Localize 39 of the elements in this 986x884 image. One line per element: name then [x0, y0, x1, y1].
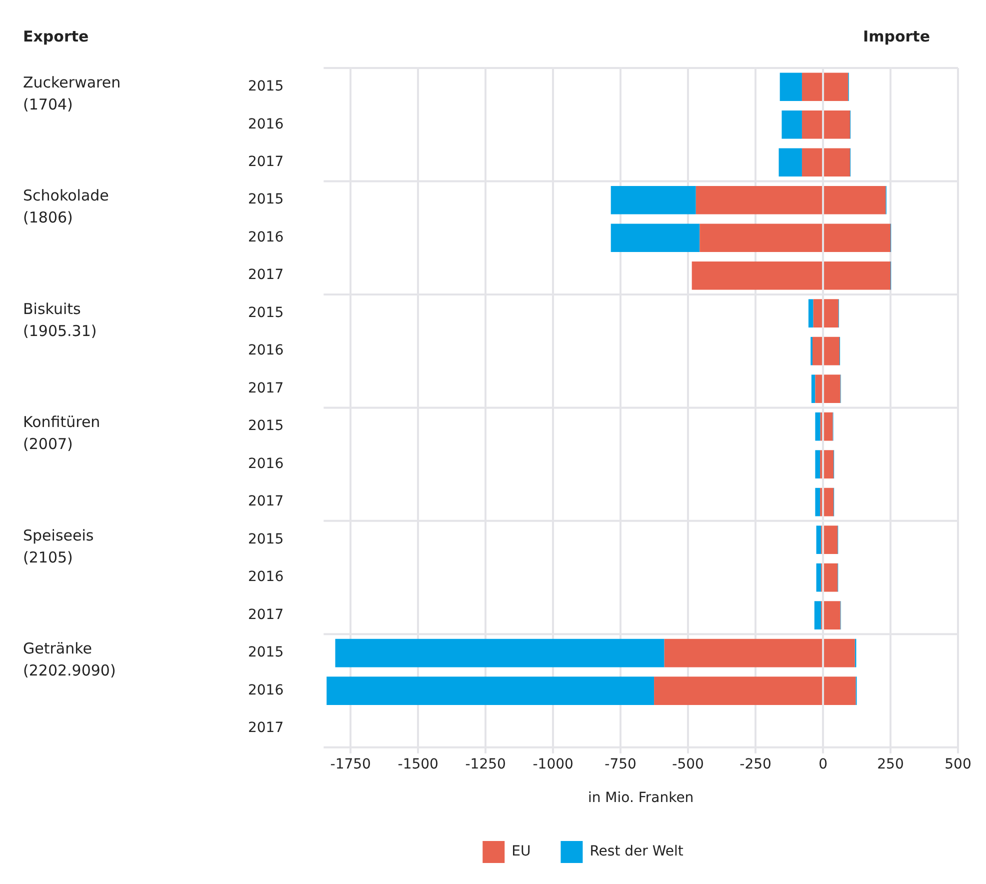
- y-tick-label: 2017: [248, 380, 284, 396]
- x-tick-label: 500: [944, 756, 972, 772]
- y-tick-label: 2015: [248, 304, 284, 321]
- y-tick-label: 2015: [248, 418, 284, 434]
- x-tick-label: 250: [877, 756, 904, 772]
- y-tick-label: 2017: [248, 720, 284, 736]
- legend-label: EU: [512, 844, 531, 860]
- x-tick-label: -1250: [465, 756, 506, 772]
- y-tick-label: 2015: [248, 78, 284, 95]
- text: Exporte: [23, 27, 89, 46]
- text: Speiseeis (2105): [23, 526, 94, 566]
- text: Zuckerwaren (1704): [23, 73, 121, 114]
- x-tick-label: -500: [672, 756, 704, 772]
- y-tick-label: 2015: [248, 644, 284, 661]
- y-tick-label: 2017: [248, 606, 284, 623]
- y-tick-label: 2017: [248, 494, 284, 510]
- x-tick-label: -250: [740, 756, 772, 772]
- y-tick-label: 2015: [248, 531, 284, 548]
- text: Importe: [863, 27, 930, 46]
- y-tick-label: 2017: [248, 267, 284, 284]
- x-tick-label: -1750: [330, 756, 371, 772]
- x-tick-label: -1000: [532, 756, 574, 772]
- x-tick-label: -1500: [398, 756, 438, 772]
- text: Konfitüren (2007): [23, 413, 100, 454]
- text: Schokolade (1806): [23, 186, 109, 227]
- x-tick-label: -750: [604, 756, 636, 772]
- y-tick-label: 2016: [248, 682, 284, 698]
- y-tick-label: 2016: [248, 229, 284, 246]
- y-tick-label: 2016: [248, 116, 284, 132]
- y-tick-label: 2016: [248, 569, 284, 586]
- y-tick-label: 2017: [248, 154, 284, 170]
- text: Getränke (2202.9090): [23, 640, 116, 680]
- x-axis-title: in Mio. Franken: [588, 790, 694, 806]
- y-tick-label: 2016: [248, 342, 284, 359]
- text: Biskuits (1905.31): [23, 300, 97, 340]
- y-tick-label: 2015: [248, 192, 284, 208]
- x-tick-label: 0: [818, 756, 828, 772]
- legend-label: Rest der Welt: [590, 844, 684, 860]
- y-tick-label: 2016: [248, 456, 284, 472]
